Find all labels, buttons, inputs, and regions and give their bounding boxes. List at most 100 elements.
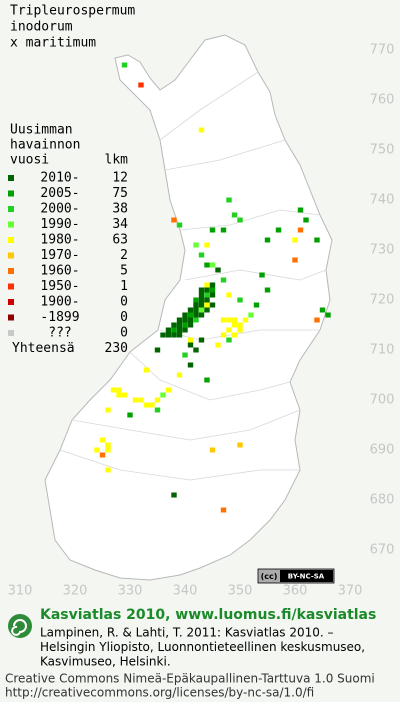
observation-square [198,302,205,308]
observation-square [231,212,238,218]
observation-square [182,312,188,318]
observation-square [220,507,227,513]
y-tick-label: 750 [370,143,395,158]
legend-count: 0 [120,310,128,325]
legend-label: -1899 [40,310,79,325]
observation-square [193,302,199,308]
legend-swatch [8,206,14,212]
observation-square [204,287,210,293]
observation-square [215,267,221,273]
observation-square [242,317,249,323]
observation-square [275,227,282,233]
observation-square [105,467,111,473]
x-tick-label: 360 [283,584,308,599]
legend-count: 5 [120,264,128,279]
y-tick-label: 760 [370,93,395,108]
squares-layer [94,62,331,513]
observation-square [105,407,111,413]
observation-square [176,332,183,338]
observation-square [198,127,205,133]
observation-square [143,402,150,408]
observation-square [187,342,194,348]
observation-square [209,292,216,298]
observation-square [220,332,227,338]
observation-square [160,392,166,398]
legend-count: 1 [120,279,128,294]
observation-square [209,302,216,308]
observation-square [209,282,216,288]
citation: Kasvimuseo, Helsinki. [40,655,171,669]
observation-square [237,327,243,333]
license: http://creativecommons.org/licenses/by-n… [5,686,314,700]
observation-square [231,332,238,338]
site-title: Kasviatlas 2010, www.luomus.fi/kasviatla… [40,607,376,623]
legend-total-label: Yhteensä [12,341,75,356]
x-tick-label: 310 [8,584,33,599]
observation-square [165,332,172,338]
cc-label: (cc) [261,572,278,581]
observation-square [193,317,199,323]
observation-square [193,297,199,303]
observation-square [165,387,172,393]
observation-square [226,327,232,333]
observation-square [187,307,194,313]
observation-square [204,242,210,248]
observation-square [237,442,243,448]
x-tick-label: 330 [118,584,143,599]
observation-square [303,217,309,223]
legend-heading: havainnon [10,138,80,153]
legend-count: 38 [112,202,128,217]
title: Tripleurospermum [10,4,135,19]
observation-square [193,347,199,353]
observation-square [231,322,238,328]
legend-count-header: lkm [105,153,129,168]
observation-square [105,447,111,453]
observation-square [171,217,177,223]
observation-square [297,207,304,213]
observation-square [182,322,188,328]
legend-count: 0 [120,326,128,341]
y-tick-label: 730 [370,243,395,258]
observation-square [209,227,216,233]
observation-square [209,287,216,293]
observation-square [314,237,320,243]
observation-square [292,257,298,263]
observation-square [297,227,304,233]
observation-square [132,397,139,403]
observation-square [231,317,238,323]
observation-square [198,337,205,343]
observation-square [176,327,183,333]
observation-square [182,352,188,358]
observation-square [204,307,210,313]
legend-count: 0 [120,295,128,310]
observation-square [94,447,100,453]
observation-square [204,262,210,268]
region-borders [59,71,327,481]
observation-square [220,277,227,283]
x-tick-label: 340 [173,584,198,599]
observation-square [176,317,183,323]
y-tick-label: 670 [370,543,395,558]
observation-square [99,437,106,443]
legend-label: 1990- [40,217,79,232]
observation-square [198,297,205,303]
observation-square [110,387,117,393]
observation-square [176,222,183,228]
legend-swatch [8,330,14,336]
observation-square [171,322,177,328]
observation-square [226,197,232,203]
observation-square [209,447,216,453]
legend-count: 12 [112,171,128,186]
legend-total: 230 [105,341,128,356]
observation-square [176,322,183,328]
legend-label: 1970- [40,248,79,263]
observation-square [160,332,166,338]
observation-square [143,367,150,373]
observation-square [220,227,227,233]
legend-swatch [8,268,14,274]
license: Creative Commons Nimeä-Epäkaupallinen-Ta… [5,672,375,686]
observation-square [105,442,111,448]
legend-swatch [8,299,14,305]
observation-square [220,317,227,323]
